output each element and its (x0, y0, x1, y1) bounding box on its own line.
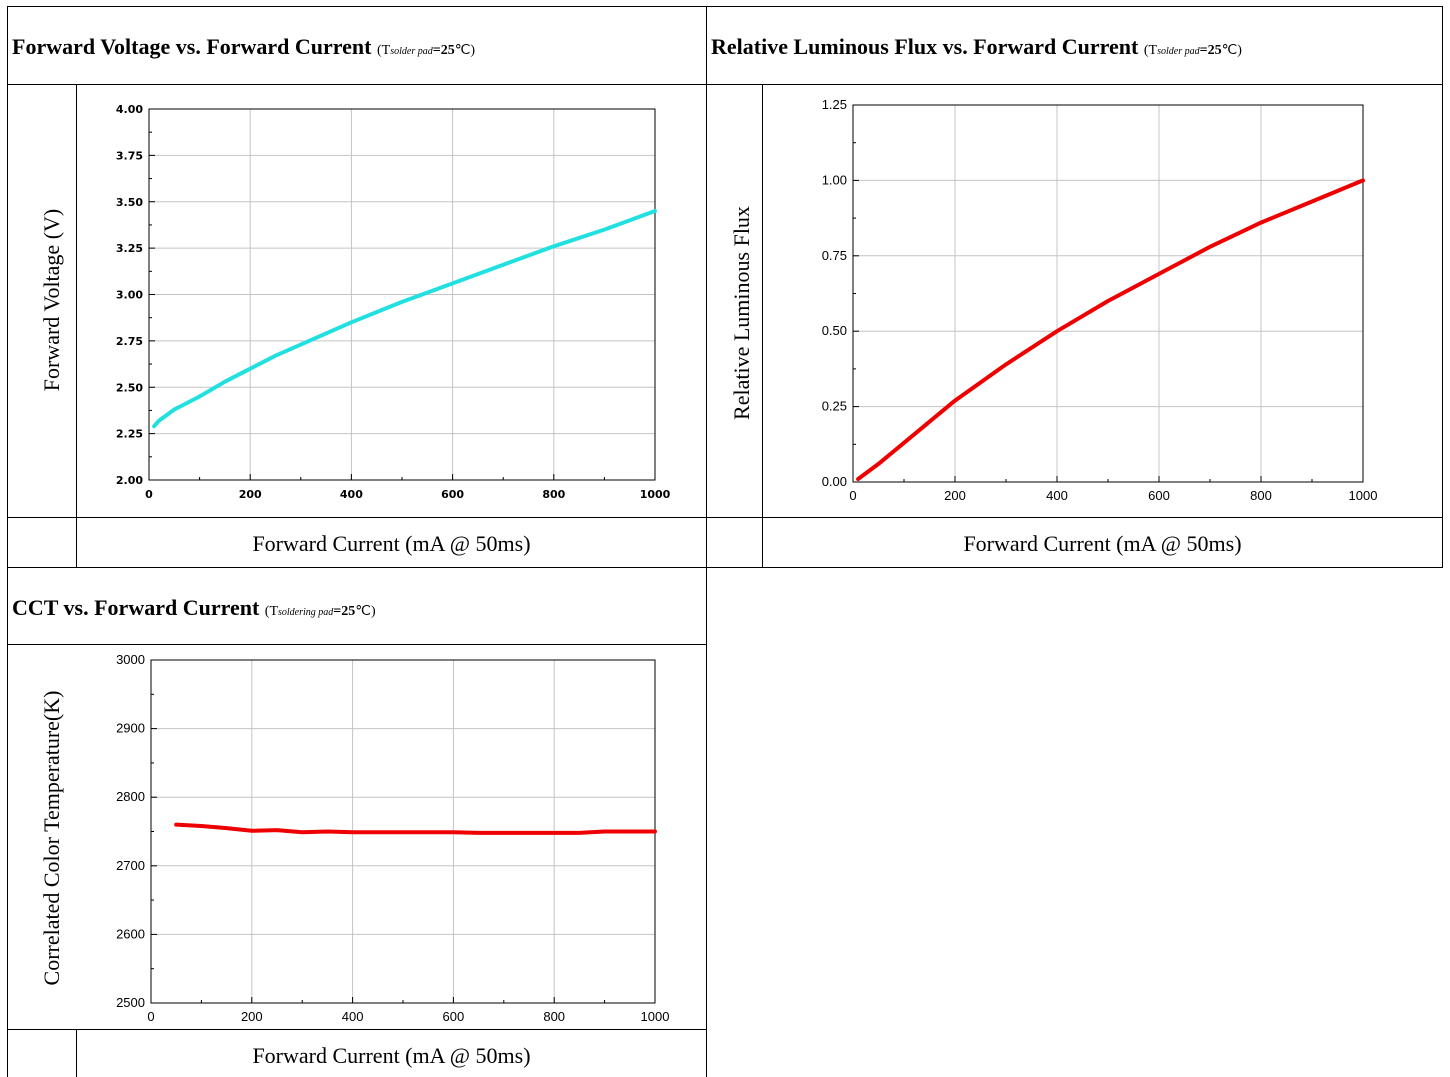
x-tick-label: 200 (239, 488, 262, 501)
x-tick-label: 200 (241, 1009, 263, 1024)
x-tick-label: 1000 (1349, 488, 1378, 503)
table-border (706, 6, 707, 1077)
table-border (76, 1029, 77, 1077)
y-tick-label: 1.00 (822, 172, 847, 187)
y-tick-label: 3000 (116, 652, 145, 667)
y-tick-label: 2600 (116, 926, 145, 941)
y-tick-label: 4.00 (116, 103, 143, 116)
x-tick-label: 0 (849, 488, 856, 503)
chart-title-text: Forward Voltage vs. Forward Current (12, 34, 372, 59)
chart-title: Forward Voltage vs. Forward Current (Tso… (12, 36, 475, 58)
x-tick-label: 0 (145, 488, 153, 501)
y-tick-label: 2500 (116, 995, 145, 1010)
chart-title-text: Relative Luminous Flux vs. Forward Curre… (711, 34, 1139, 59)
y-tick-label: 1.25 (822, 97, 847, 112)
y-tick-label: 0.25 (822, 399, 847, 414)
series-line (174, 822, 657, 835)
x-tick-label: 400 (1046, 488, 1068, 503)
x-tick-label: 600 (1148, 488, 1170, 503)
x-axis-label: Forward Current (mA @ 50ms) (252, 531, 531, 556)
x-tick-label: 800 (543, 1009, 565, 1024)
test-condition: (Tsolder pad=25℃) (1143, 43, 1242, 58)
y-tick-label: 2800 (116, 789, 145, 804)
y-tick-label: 2900 (116, 721, 145, 736)
test-condition: (Tsoldering pad=25℃) (264, 604, 376, 619)
y-tick-label: 2.00 (116, 474, 143, 487)
table-border (7, 567, 1443, 568)
x-tick-label: 0 (147, 1009, 154, 1024)
y-tick-label: 2.75 (116, 335, 143, 348)
chart-title: CCT vs. Forward Current (Tsoldering pad=… (12, 597, 376, 619)
test-condition: (Tsolder pad=25℃) (377, 43, 476, 58)
series-line (152, 209, 657, 429)
table-border (1442, 6, 1443, 568)
x-tick-label: 400 (342, 1009, 364, 1024)
chart-title-text: CCT vs. Forward Current (12, 595, 260, 620)
y-tick-label: 2.25 (116, 428, 143, 441)
x-axis-label: Forward Current (mA @ 50ms) (963, 531, 1242, 556)
x-tick-label: 400 (340, 488, 363, 501)
table-border (7, 1029, 707, 1030)
x-tick-label: 200 (944, 488, 966, 503)
x-tick-label: 800 (542, 488, 565, 501)
table-border (7, 6, 8, 1077)
table-border (7, 644, 707, 645)
y-tick-label: 3.00 (116, 289, 143, 302)
x-tick-label: 1000 (641, 1009, 670, 1024)
y-tick-label: 3.50 (116, 196, 143, 209)
x-tick-label: 800 (1250, 488, 1272, 503)
y-tick-label: 0.75 (822, 248, 847, 263)
y-tick-label: 0.50 (822, 323, 847, 338)
table-border (76, 84, 77, 568)
y-tick-label: 0.00 (822, 474, 847, 489)
y-tick-label: 3.25 (116, 242, 143, 255)
x-axis-label: Forward Current (mA @ 50ms) (252, 1043, 531, 1068)
x-tick-label: 600 (441, 488, 464, 501)
table-border (7, 84, 1443, 85)
table-border (762, 84, 763, 568)
table-border (7, 517, 1443, 518)
y-tick-label: 2.50 (116, 381, 143, 394)
chart-title: Relative Luminous Flux vs. Forward Curre… (711, 36, 1242, 58)
series-line (856, 178, 1365, 481)
table-border (7, 6, 1443, 7)
x-tick-label: 1000 (640, 488, 671, 501)
y-tick-label: 3.75 (116, 149, 143, 162)
x-tick-label: 600 (443, 1009, 465, 1024)
y-tick-label: 2700 (116, 858, 145, 873)
